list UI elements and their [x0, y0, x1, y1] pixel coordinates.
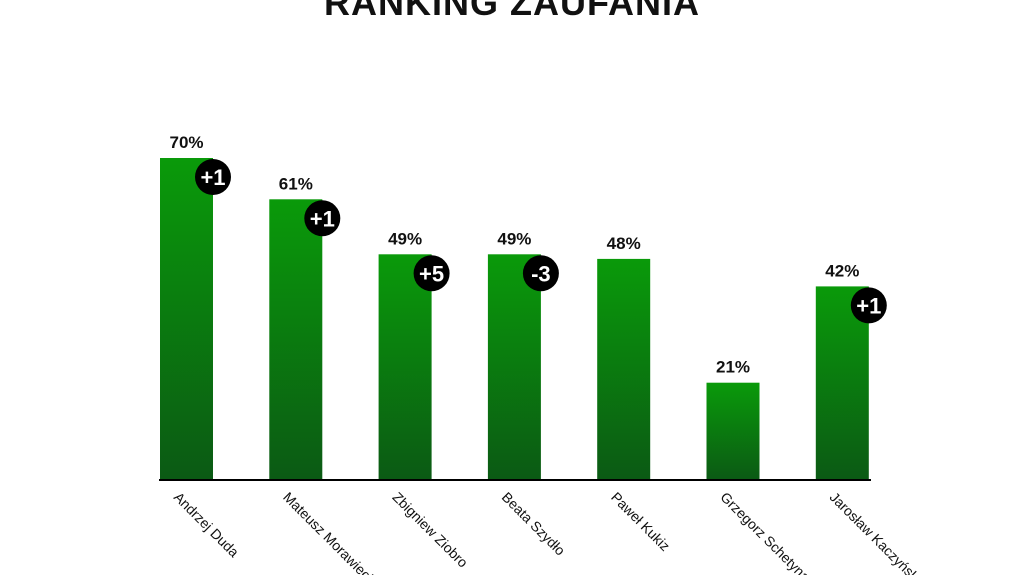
data-label: 61% — [279, 174, 313, 193]
change-badge-circle — [850, 287, 887, 324]
change-badge-circle — [413, 255, 450, 292]
bar — [487, 254, 541, 479]
category-tick-label: Paweł Kukiz — [608, 489, 673, 554]
category-tick-label: Beata Szydło — [499, 489, 569, 559]
change-badge-circle — [522, 255, 559, 292]
data-label: 42% — [825, 261, 859, 280]
category-tick-label: Grzegorz Schetyna — [717, 489, 813, 575]
change-badge-label: -3 — [531, 261, 551, 286]
change-badge: +1 — [304, 200, 341, 237]
change-badge-circle — [195, 159, 231, 195]
change-badge-label: +1 — [200, 165, 225, 190]
change-badge: +1 — [195, 159, 231, 195]
category-tick-label: Mateusz Morawiecki — [280, 489, 381, 575]
data-label: 70% — [169, 133, 203, 152]
category-tick-label: Zbigniew Ziobro — [389, 489, 471, 571]
category-tick-label: Jarosław Kaczyński — [827, 489, 925, 575]
bar — [597, 258, 651, 479]
bar — [269, 199, 323, 480]
data-label: 48% — [607, 234, 641, 253]
chart-title: RANKING ZAUFANIA — [324, 0, 700, 23]
bars-layer — [160, 158, 869, 480]
change-badge: +1 — [850, 287, 887, 324]
change-badge-label: +5 — [419, 261, 444, 286]
data-label: 49% — [497, 229, 531, 248]
change-badge-label: +1 — [310, 206, 335, 231]
change-badge-label: +1 — [856, 293, 881, 318]
bar — [160, 158, 213, 479]
change-badge: +5 — [413, 255, 450, 292]
data-label: 21% — [716, 358, 750, 377]
category-tick-label: Andrzej Duda — [171, 489, 242, 560]
bar — [378, 254, 432, 479]
data-label: 49% — [388, 229, 422, 248]
bar — [706, 382, 760, 479]
change-badge-circle — [304, 200, 341, 237]
change-badge: -3 — [522, 255, 559, 292]
